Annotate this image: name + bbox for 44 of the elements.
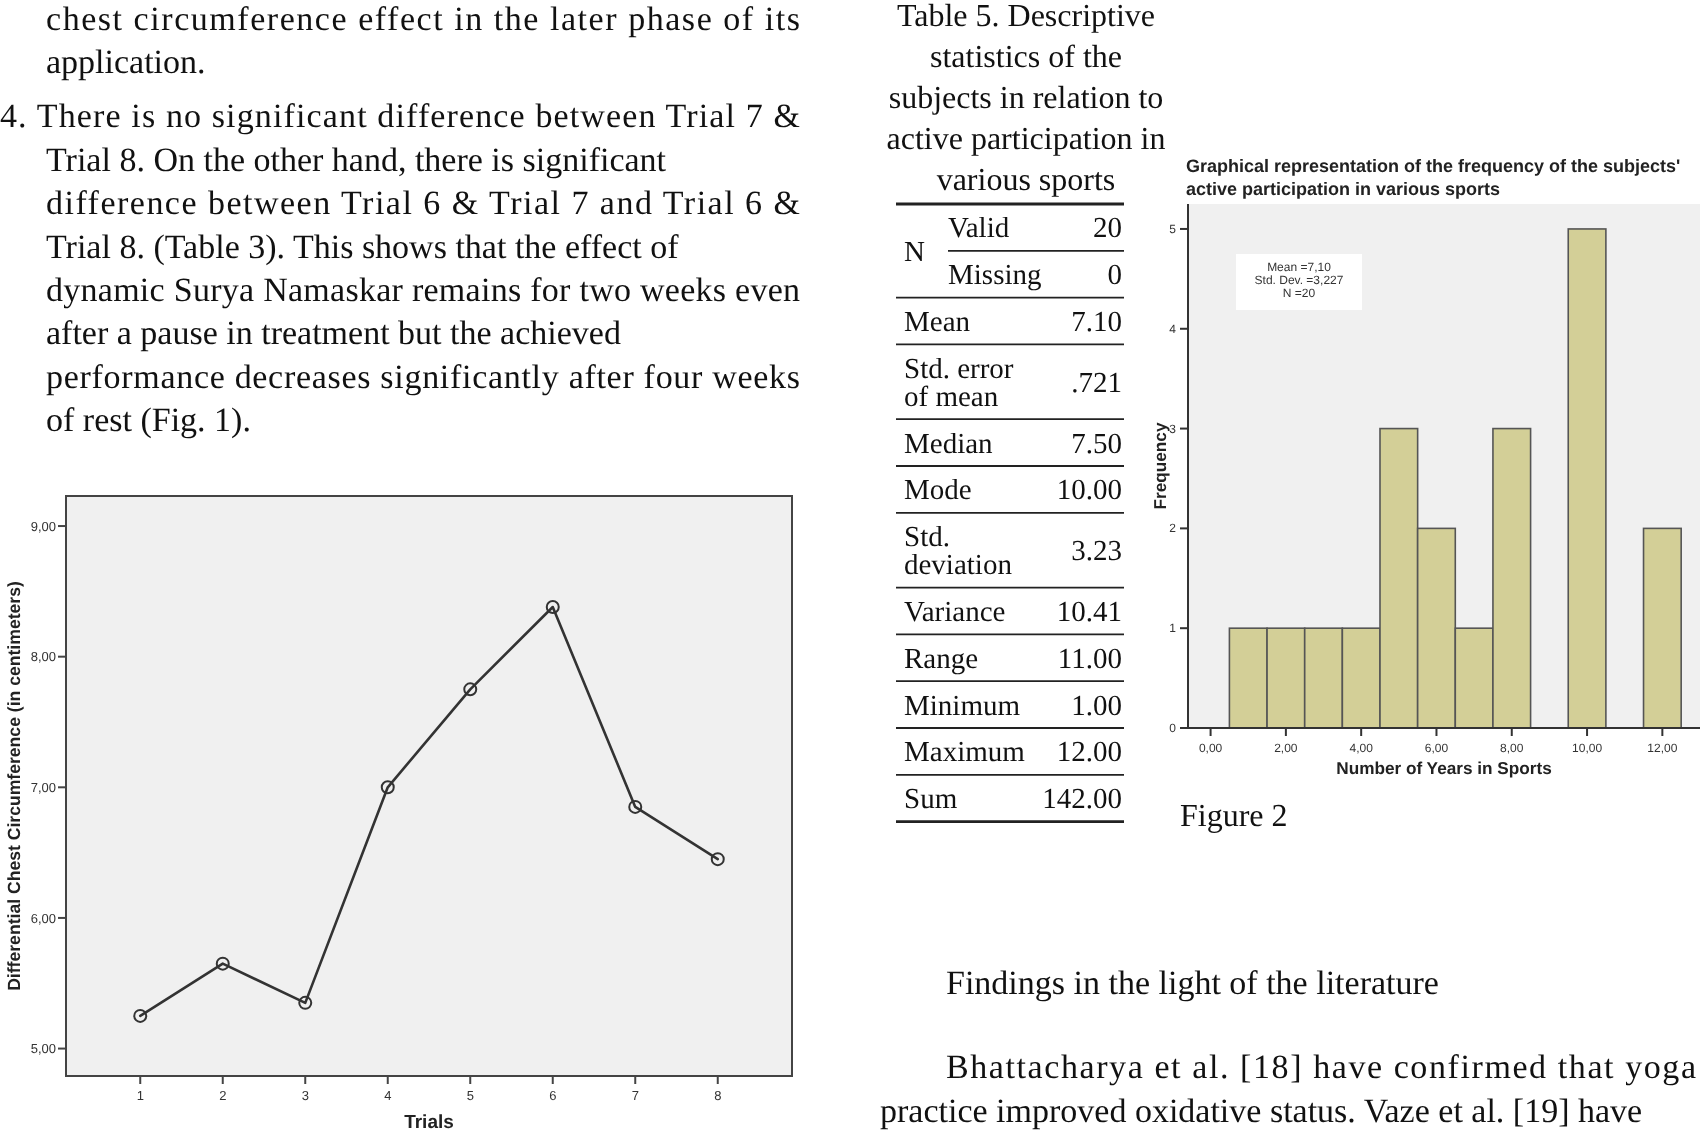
- category-label: Std. deviation: [904, 522, 1012, 583]
- text: 11.00: [1057, 643, 1122, 676]
- caption: Figure 2: [1180, 800, 1288, 834]
- text: chest circumference effect in the later phase of its application.: [46, 0, 800, 82]
- point: [380, 780, 395, 795]
- category-label: Valid: [948, 213, 1010, 246]
- chart-title: Graphical representation of the frequency of the subjects' active participation in various sports: [1186, 156, 1681, 199]
- category-label: Variance: [904, 597, 1006, 629]
- category-label: Mode: [904, 475, 972, 508]
- point: [710, 852, 725, 867]
- y-axis-title: Frequency: [1150, 422, 1170, 510]
- text: .721: [1071, 367, 1122, 400]
- text: 4. There is no significant difference between Trial 7 & Trial 8. On the other hand, there is significant difference between Trial 6 & Trial 7 and Trial 6 & Trial 8. (Table 3). This shows that the effect of dynamic Surya Namaskar remains for two weeks even after a pause in treatment but the achieved performance decreases significantly after four weeks of rest (Fig. 1).: [0, 97, 801, 440]
- text: 7.50: [1071, 428, 1122, 461]
- category-label: Std. error of mean: [904, 353, 1014, 414]
- category-label: Median: [904, 428, 993, 461]
- category-label: Sum: [904, 784, 958, 817]
- point: [545, 600, 560, 615]
- text: 0: [1107, 260, 1122, 293]
- text: Findings in the light of the literature: [946, 964, 1439, 1002]
- point: [628, 799, 643, 814]
- point: [133, 1008, 148, 1023]
- text: 142.00: [1042, 784, 1122, 817]
- category-label: Missing: [948, 260, 1042, 293]
- text: 10.00: [1056, 475, 1122, 508]
- text: 1.00: [1071, 690, 1122, 723]
- text: 10.41: [1056, 597, 1122, 629]
- category-label: Range: [904, 643, 979, 676]
- text: Bhattacharya et al. [18] have confirmed that yoga practice improved oxidative status. Vaze et al. [19] have: [880, 1048, 1697, 1130]
- text: Table 5. Descriptive statistics of the subjects in relation to active participation in various sports: [886, 0, 1166, 198]
- text: 7.10: [1071, 307, 1122, 339]
- y-axis-title: Differential Chest Circumference (in centimeters): [4, 581, 24, 991]
- x-axis-title: Number of Years in Sports: [1336, 758, 1553, 778]
- text: N: [904, 236, 926, 269]
- category-label: Maximum: [904, 737, 1025, 770]
- text: 3.23: [1071, 536, 1122, 569]
- point: [215, 956, 230, 971]
- point: [463, 682, 478, 697]
- category-label: Minimum: [904, 690, 1021, 723]
- point: [298, 995, 313, 1010]
- x-axis-title: Trials: [404, 1112, 454, 1132]
- text: 12.00: [1056, 737, 1122, 770]
- category-label: Mean: [904, 307, 971, 339]
- text: 20: [1093, 213, 1122, 246]
